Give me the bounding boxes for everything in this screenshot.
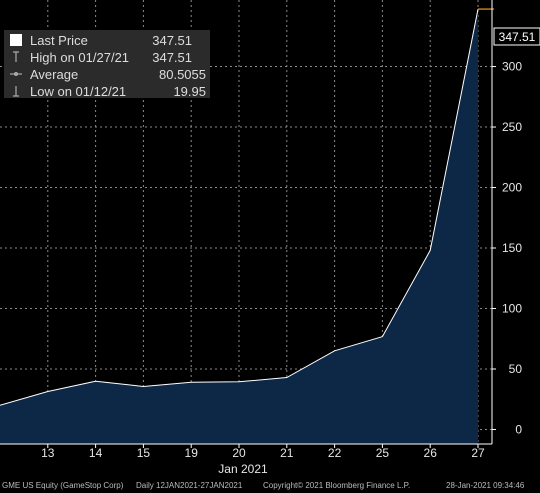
y-tick-label: 100 — [502, 302, 522, 316]
x-tick-label: 25 — [376, 446, 390, 460]
legend-value: 80.5055 — [159, 67, 206, 82]
x-axis-label: Jan 2021 — [218, 462, 268, 476]
y-axis-ticks: 0 50 100 150 200 250 300 — [492, 60, 523, 436]
legend-label: Last Price — [30, 33, 88, 48]
x-axis-ticks: 13 14 15 19 20 21 22 25 26 27 — [41, 444, 485, 460]
y-tick-label: 150 — [502, 241, 522, 255]
x-tick-label: 22 — [328, 446, 342, 460]
legend-label: Low on 01/12/21 — [30, 84, 127, 99]
last-price-value: 347.51 — [499, 30, 536, 44]
price-line — [0, 9, 479, 406]
legend-label: Average — [30, 67, 79, 82]
high-marker-icon — [13, 51, 19, 62]
x-tick-label: 26 — [424, 446, 438, 460]
filled-square-icon — [10, 34, 22, 46]
legend-value: 347.51 — [152, 33, 192, 48]
average-marker-icon — [10, 72, 22, 76]
x-tick-label: 14 — [89, 446, 103, 460]
y-tick-label: 250 — [502, 120, 522, 134]
chart-axes — [0, 0, 494, 445]
footer-security: GME US Equity (GameStop Corp) — [2, 481, 124, 490]
last-price-marker: 347.51 — [493, 27, 540, 46]
footer-copyright: Copyright© 2021 Bloomberg Finance L.P. — [263, 481, 411, 490]
chart-footer: GME US Equity (GameStop Corp) Daily 12JA… — [0, 478, 540, 493]
x-tick-label: 20 — [232, 446, 246, 460]
legend-value: 347.51 — [152, 50, 192, 65]
chart-legend: Last Price 347.51 High on 01/27/21 347.5… — [4, 30, 210, 99]
y-tick-label: 200 — [502, 181, 522, 195]
x-tick-label: 19 — [185, 446, 199, 460]
x-tick-label: 13 — [41, 446, 55, 460]
y-tick-label: 0 — [515, 422, 522, 436]
price-area — [0, 9, 478, 444]
x-tick-label: 15 — [137, 446, 151, 460]
y-tick-label: 50 — [509, 362, 523, 376]
footer-range: Daily 12JAN2021-27JAN2021 — [136, 481, 243, 490]
x-tick-label: 27 — [471, 446, 485, 460]
footer-timestamp: 28-Jan-2021 09:34:46 — [446, 481, 525, 490]
x-tick-label: 21 — [280, 446, 294, 460]
y-tick-label: 300 — [502, 60, 522, 74]
legend-value: 19.95 — [173, 84, 206, 99]
low-marker-icon — [13, 86, 19, 97]
legend-label: High on 01/27/21 — [30, 50, 130, 65]
